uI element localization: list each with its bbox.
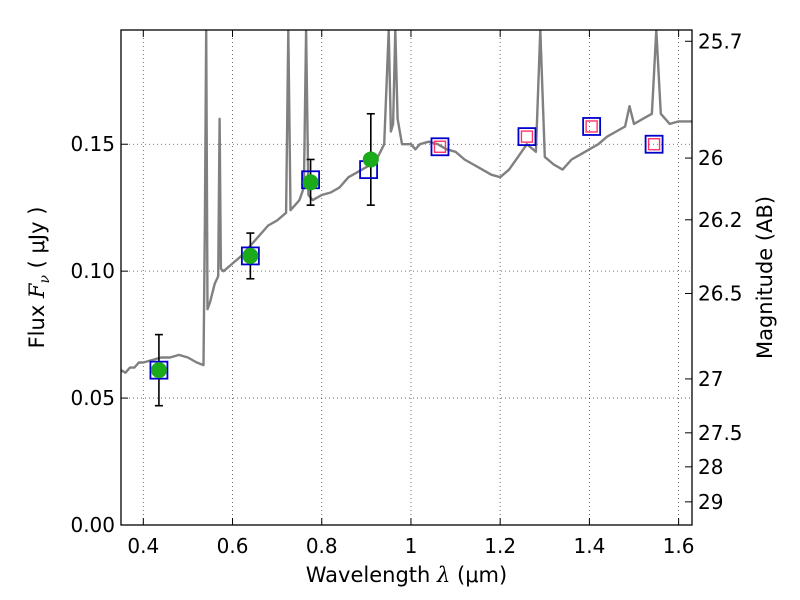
observed-photometry-point bbox=[362, 151, 379, 168]
x-axis-label: Wavelength λ (μm) bbox=[306, 563, 507, 587]
model-photometry-square bbox=[582, 117, 602, 136]
model-photometry-square bbox=[517, 127, 537, 147]
y-tick-label: 0.05 bbox=[70, 386, 115, 410]
y2-tick-label: 25.7 bbox=[698, 29, 743, 53]
x-tick-label: 0.4 bbox=[127, 534, 159, 558]
model-photometry-square bbox=[240, 246, 260, 266]
y-tick-label: 0.00 bbox=[70, 513, 115, 537]
upper-limit-square bbox=[520, 130, 534, 143]
upper-limit-square bbox=[585, 120, 598, 133]
upper-limit-square bbox=[647, 138, 661, 151]
x-tick-label: 1.2 bbox=[484, 534, 516, 558]
x-tick-label: 1.4 bbox=[573, 534, 605, 558]
spectrum-line bbox=[121, 30, 692, 374]
model-photometry-square bbox=[430, 137, 450, 157]
y2-tick-label: 26.5 bbox=[698, 281, 743, 305]
plot-frame bbox=[120, 29, 693, 526]
x-tick-label: 0.8 bbox=[306, 534, 338, 558]
y2-tick-label: 27 bbox=[698, 367, 723, 391]
y2-tick-label: 28 bbox=[698, 455, 723, 479]
y2-tick-label: 26.2 bbox=[698, 208, 743, 232]
observed-photometry-point bbox=[150, 362, 167, 379]
y-tick-label: 0.10 bbox=[70, 259, 115, 283]
error-bars bbox=[154, 112, 375, 407]
y2-axis-label: Magnitude (AB) bbox=[753, 196, 777, 359]
observed-photometry-point bbox=[302, 174, 319, 191]
observed-photometry-point bbox=[242, 247, 259, 264]
y2-tick-label: 27.5 bbox=[698, 421, 743, 445]
model-spectrum bbox=[121, 30, 692, 374]
grid bbox=[121, 30, 692, 526]
x-tick-label: 1.6 bbox=[663, 534, 695, 558]
model-photometry-square bbox=[644, 134, 664, 154]
x-tick-label: 0.6 bbox=[217, 534, 249, 558]
model-photometry-square bbox=[149, 360, 169, 380]
x-tick-label: 1 bbox=[405, 534, 418, 558]
y-axis-label: Flux Fν ( μJy ) bbox=[25, 207, 53, 349]
y2-tick-label: 29 bbox=[698, 490, 723, 514]
upper-limit-square bbox=[433, 140, 447, 153]
y-tick-label: 0.15 bbox=[70, 132, 115, 156]
photometry-markers bbox=[149, 117, 664, 380]
axis-ticks: 0.4 0.6 0.8 1 1.2 1.4 1.6 0.00 0.05 0.10 0.15 25.7 2… bbox=[70, 29, 742, 558]
y2-tick-label: 26 bbox=[698, 146, 723, 170]
